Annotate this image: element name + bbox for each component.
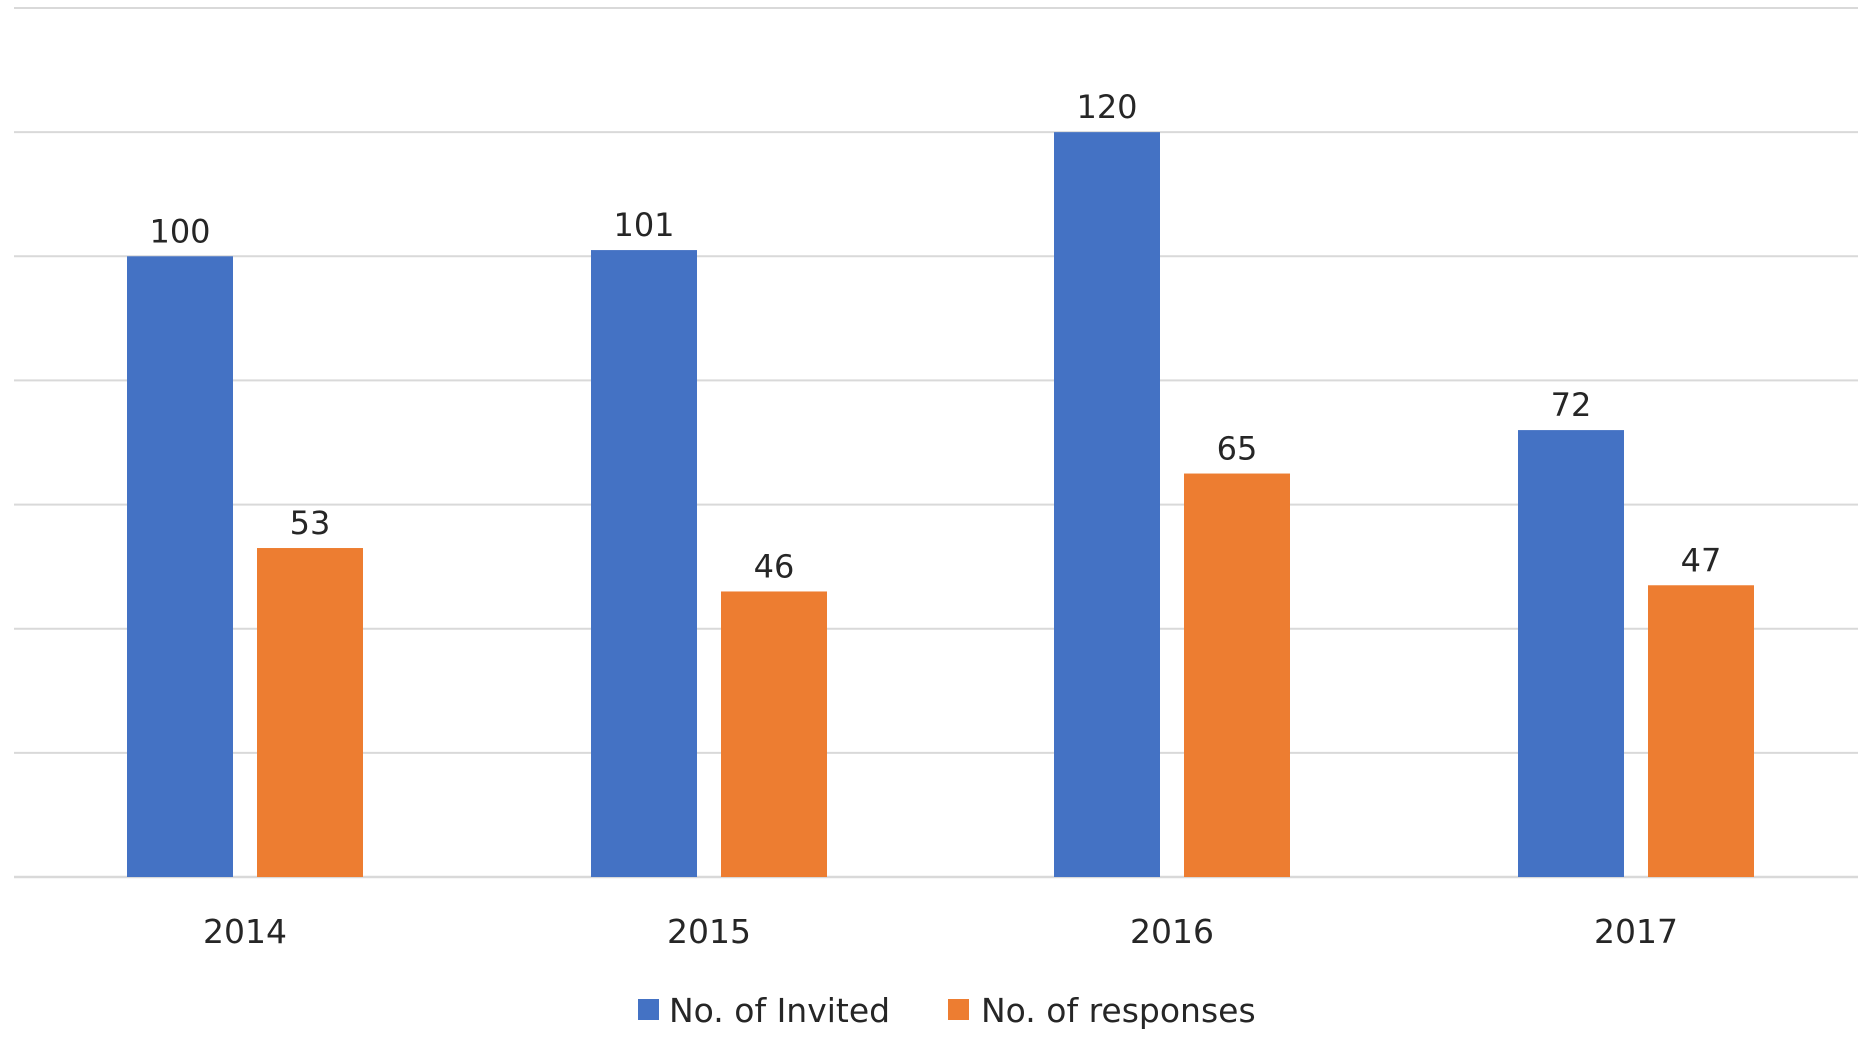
x-tick-label: 2014 bbox=[203, 912, 287, 951]
x-axis-tick-labels: 2014 2015 2016 2017 bbox=[203, 912, 1678, 951]
legend-swatch bbox=[948, 999, 969, 1020]
bar bbox=[257, 548, 363, 877]
x-tick-label: 2015 bbox=[667, 912, 751, 951]
bar bbox=[721, 591, 827, 877]
x-tick-label: 2017 bbox=[1594, 912, 1678, 951]
data-label: 101 bbox=[613, 206, 674, 244]
x-tick-label: 2016 bbox=[1130, 912, 1214, 951]
legend-swatch bbox=[638, 999, 659, 1020]
data-label: 72 bbox=[1551, 386, 1592, 424]
data-label: 100 bbox=[149, 212, 210, 250]
bar bbox=[127, 256, 233, 877]
bar bbox=[1648, 585, 1754, 877]
bar bbox=[591, 250, 697, 878]
data-label: 53 bbox=[290, 504, 331, 542]
data-label: 65 bbox=[1217, 430, 1258, 468]
legend: No. of Invited No. of responses bbox=[638, 991, 1256, 1030]
data-label: 47 bbox=[1681, 541, 1722, 579]
bar bbox=[1518, 430, 1624, 877]
data-labels: 100 101 120 72 53 46 65 47 bbox=[149, 88, 1721, 585]
bar bbox=[1054, 132, 1160, 878]
legend-label: No. of responses bbox=[981, 991, 1256, 1030]
bars bbox=[127, 132, 1754, 878]
data-label: 120 bbox=[1076, 88, 1137, 126]
bar bbox=[1184, 473, 1290, 877]
legend-label: No. of Invited bbox=[669, 991, 890, 1030]
data-label: 46 bbox=[754, 547, 795, 585]
